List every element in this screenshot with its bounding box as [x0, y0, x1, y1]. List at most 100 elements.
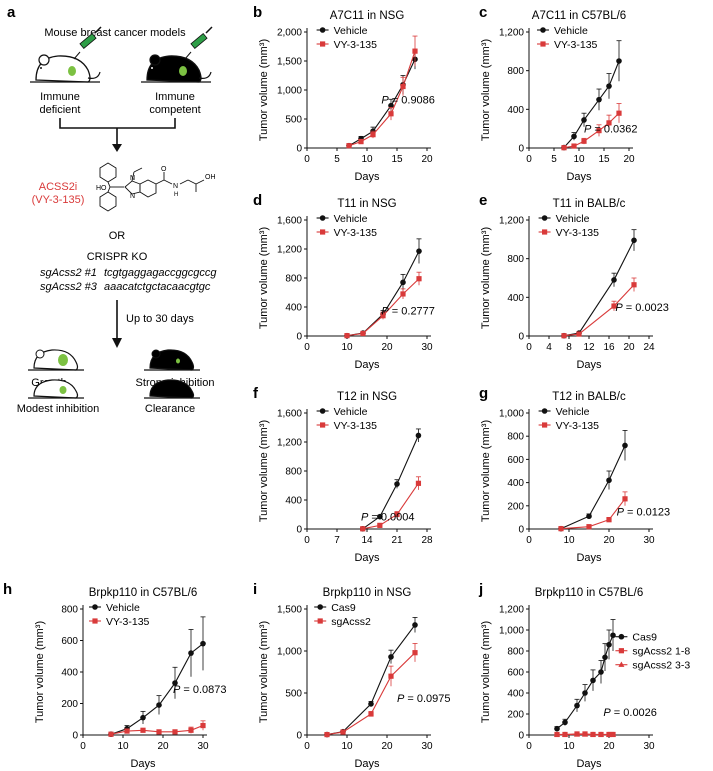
data-point — [400, 279, 406, 286]
chart-panel-g: g T12 in BALB/c 0 200 400 600 800 1,000 0 10 20 30 D… — [479, 385, 670, 564]
legend-marker — [317, 618, 323, 624]
chart-panel-e: e T11 in BALB/c 0 400 800 1,200 0 4 8 12 16 20 24 Day… — [479, 192, 669, 371]
y-tick-label: 0 — [296, 731, 302, 742]
data-point — [581, 117, 587, 123]
x-tick-label: 30 — [643, 741, 655, 752]
data-point — [200, 640, 206, 647]
y-axis-label: Tumor volume (mm³) — [480, 420, 492, 522]
legend-label: Vehicle — [106, 602, 140, 614]
series-vy-3-135 — [108, 720, 206, 737]
chart-title: Brpkp110 in NSG — [323, 587, 412, 599]
chart-panel-j: j Brpkp110 in C57BL/602004006008001,0001,… — [478, 581, 690, 770]
data-point — [610, 731, 616, 737]
y-axis-label: Tumor volume (mm³) — [258, 420, 270, 522]
chart-title: Brpkp110 in C57BL/6 — [89, 587, 197, 599]
data-point — [554, 725, 560, 732]
panel-letter-d: d — [253, 192, 262, 209]
x-tick-label: 28 — [421, 535, 433, 546]
data-point — [582, 731, 588, 737]
x-axis-label: Days — [354, 359, 380, 371]
y-tick-label: 800 — [61, 605, 78, 616]
data-point — [571, 143, 577, 149]
panel-letter-f: f — [253, 385, 259, 402]
data-point — [571, 133, 577, 140]
panel-letter-c: c — [479, 4, 487, 21]
y-tick-label: 800 — [507, 647, 524, 658]
x-tick-label: 20 — [623, 154, 635, 165]
series-line — [362, 483, 419, 530]
y-tick-label: 1,000 — [499, 409, 524, 420]
y-tick-label: 0 — [518, 731, 524, 742]
data-point — [394, 481, 400, 487]
y-tick-label: 0 — [72, 731, 78, 742]
label-immune-competent-2: competent — [149, 104, 200, 116]
data-point — [554, 731, 560, 737]
data-point — [368, 711, 374, 717]
y-tick-label: 400 — [61, 668, 78, 679]
schematic-title: Mouse breast cancer models — [44, 27, 186, 39]
x-axis-label: Days — [576, 552, 602, 564]
data-point — [611, 277, 617, 283]
x-tick-label: 20 — [603, 535, 615, 546]
legend-marker — [541, 408, 548, 414]
legend-marker — [618, 633, 625, 640]
series-cas9 — [554, 619, 616, 732]
x-tick-label: 10 — [563, 535, 575, 546]
data-point — [156, 729, 162, 735]
p-value-label: P = 0.2777 — [381, 306, 435, 318]
x-axis-label: Days — [576, 359, 602, 371]
legend-label: Vehicle — [554, 25, 588, 37]
data-point — [360, 526, 366, 532]
label-immune-competent: Immune — [155, 91, 195, 103]
data-point — [582, 690, 588, 696]
mouse-strong-inhibition-icon — [144, 349, 200, 371]
series-vehicle — [344, 238, 422, 339]
y-tick-label: 400 — [507, 689, 524, 700]
x-tick-label: 30 — [421, 342, 433, 353]
data-point — [606, 83, 612, 89]
x-tick-label: 0 — [304, 342, 310, 353]
y-tick-label: 800 — [507, 254, 524, 265]
legend-item: sgAcss2 — [314, 616, 371, 628]
y-tick-label: 500 — [285, 689, 302, 700]
legend-item: sgAcss2 1-8 — [615, 646, 690, 658]
x-tick-label: 10 — [117, 741, 129, 752]
panel-letter-b: b — [253, 4, 262, 21]
legend-marker — [542, 422, 548, 428]
chart-title: Brpkp110 in C57BL/6 — [535, 587, 643, 599]
data-point — [610, 632, 616, 639]
data-point — [576, 331, 582, 337]
legend-item: Cas9 — [314, 602, 356, 614]
syringe-icon — [73, 26, 102, 60]
y-tick-label: 1,000 — [277, 86, 302, 97]
y-axis-label: Tumor volume (mm³) — [480, 227, 492, 329]
chart-title: A7C11 in NSG — [330, 10, 405, 22]
x-axis-label: Days — [354, 171, 380, 183]
mouse-clearance-icon — [144, 379, 200, 399]
mol-label-h: H — [174, 192, 178, 198]
y-tick-label: 600 — [507, 668, 524, 679]
data-point — [415, 480, 422, 486]
legend-marker — [618, 648, 624, 654]
or-label: OR — [109, 230, 126, 242]
x-tick-label: 0 — [526, 154, 532, 165]
data-point — [616, 110, 622, 116]
x-tick-label: 0 — [304, 535, 310, 546]
outcome-clearance: Clearance — [145, 403, 195, 415]
data-point — [377, 522, 383, 528]
series-vy-3-135 — [561, 103, 622, 151]
y-tick-label: 1,000 — [277, 647, 302, 658]
y-tick-label: 800 — [507, 432, 524, 443]
x-tick-label: 15 — [391, 154, 403, 165]
p-value-label: P = 0.0023 — [615, 302, 669, 314]
x-tick-label: 0 — [526, 342, 532, 353]
x-tick-label: 15 — [598, 154, 610, 165]
data-point — [358, 139, 364, 145]
panel-letter-h: h — [3, 581, 12, 598]
x-tick-label: 30 — [643, 535, 655, 546]
data-point — [388, 111, 394, 117]
mol-label-o: O — [161, 166, 167, 173]
y-tick-label: 1,200 — [499, 216, 524, 227]
y-tick-label: 600 — [61, 636, 78, 647]
schematic-panel-a: a Mouse breast cancer models Immune defi… — [7, 4, 217, 415]
